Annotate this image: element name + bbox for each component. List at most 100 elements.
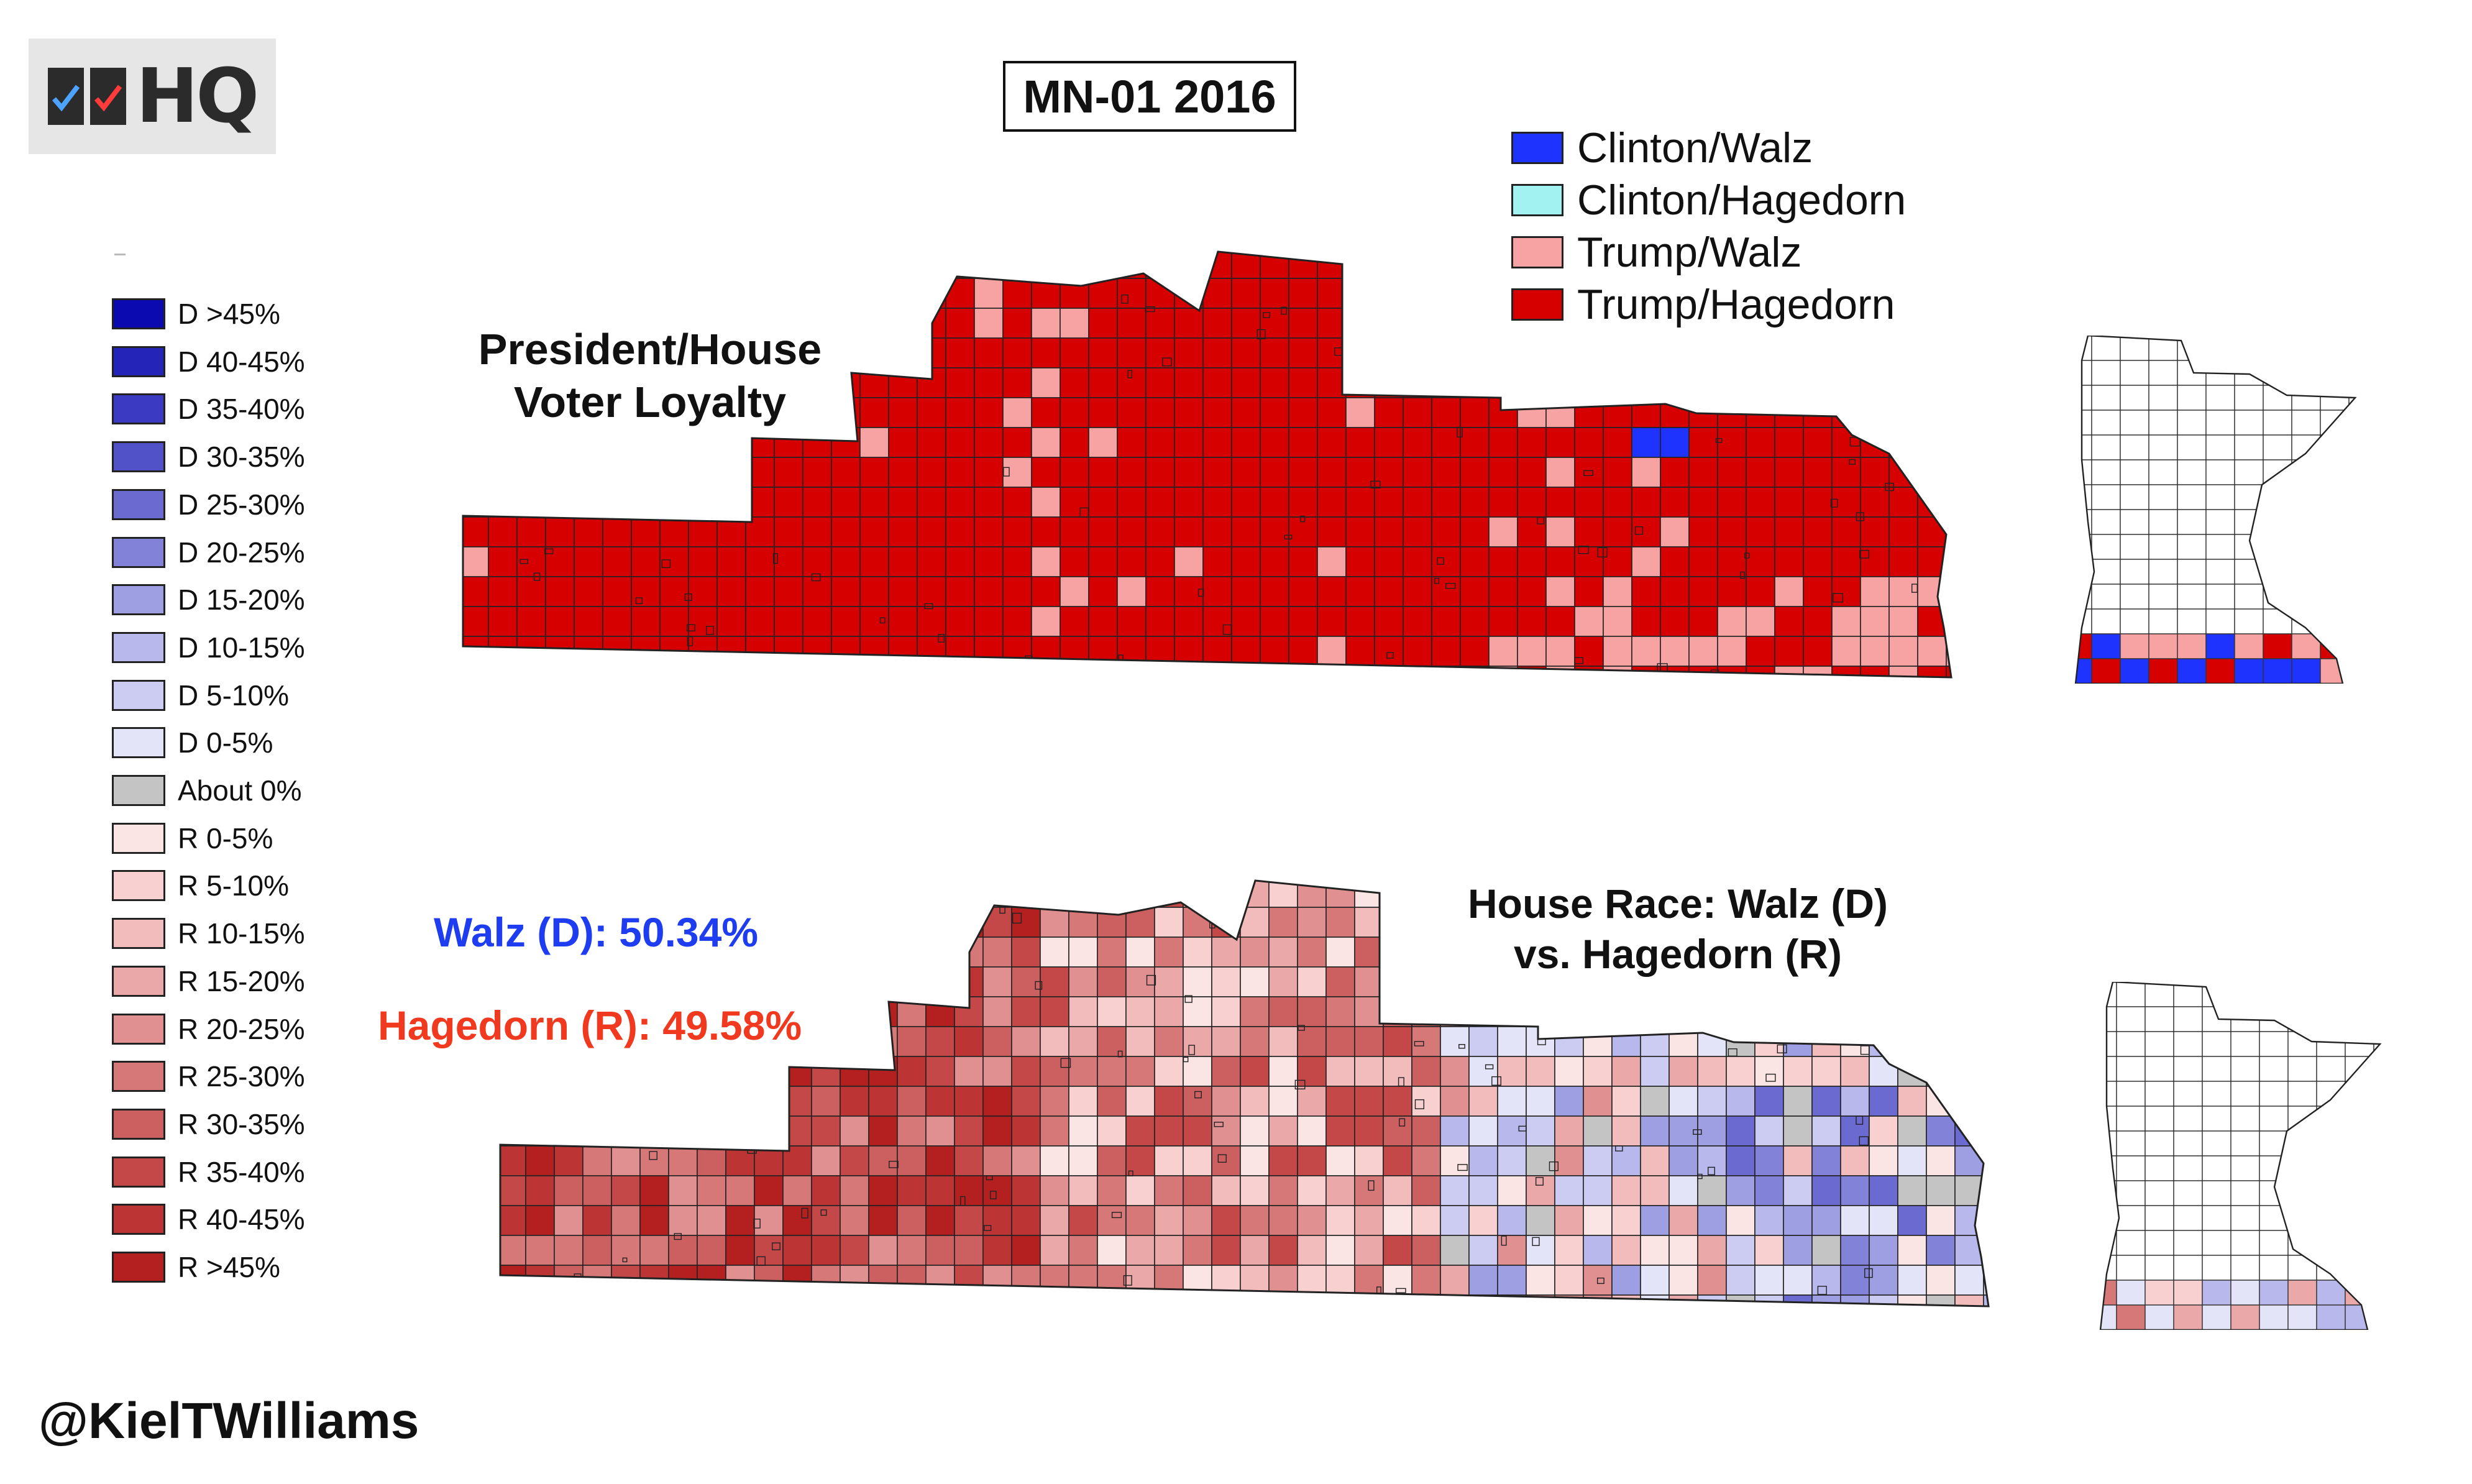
county: [2177, 534, 2207, 560]
precinct: [668, 1056, 698, 1087]
precinct: [1431, 337, 1461, 369]
precinct: [1897, 1265, 1927, 1296]
precinct: [525, 1026, 555, 1057]
precinct: [954, 881, 984, 908]
precinct: [2012, 1116, 2026, 1146]
town-boundary: [1012, 912, 1022, 924]
precinct: [745, 546, 775, 577]
margin-legend-item: D 0-5%: [112, 725, 273, 761]
precinct: [545, 666, 575, 677]
precinct: [1631, 606, 1661, 637]
precinct: [1345, 666, 1375, 677]
precinct: [974, 487, 1004, 518]
precinct: [1783, 966, 1813, 997]
precinct: [745, 606, 775, 637]
precinct: [917, 397, 946, 428]
precinct: [688, 457, 718, 488]
precinct: [859, 487, 889, 518]
precinct: [1211, 1086, 1241, 1117]
precinct: [982, 966, 1012, 997]
precinct: [1603, 278, 1632, 309]
precinct: [1603, 308, 1632, 339]
precinct: [1460, 487, 1490, 518]
county: [2177, 633, 2207, 659]
precinct: [1840, 937, 1870, 968]
precinct: [868, 1265, 898, 1296]
precinct: [1688, 457, 1718, 488]
legend-swatch: [112, 775, 165, 806]
precinct: [1117, 576, 1147, 607]
precinct: [1374, 308, 1404, 339]
precinct: [754, 1026, 784, 1057]
county: [2091, 459, 2121, 485]
town-boundary: [1502, 321, 1511, 332]
precinct: [1440, 1115, 1470, 1147]
county: [2259, 1304, 2289, 1330]
precinct: [1125, 1205, 1155, 1236]
precinct: [1631, 278, 1661, 309]
precinct: [982, 1026, 1012, 1057]
precinct: [1754, 1056, 1784, 1087]
county: [2373, 982, 2380, 1007]
precinct: [1268, 1115, 1298, 1147]
precinct: [745, 308, 775, 339]
county: [2173, 1280, 2203, 1306]
legend-label: D 0-5%: [178, 726, 273, 759]
precinct: [1611, 1056, 1641, 1087]
precinct: [1011, 1205, 1041, 1236]
precinct: [1688, 487, 1718, 518]
precinct: [1803, 308, 1833, 339]
precinct: [1268, 1175, 1298, 1206]
precinct: [1603, 606, 1632, 637]
county: [2291, 658, 2321, 684]
town-boundary: [1532, 1237, 1540, 1246]
precinct: [1717, 397, 1747, 428]
precinct: [1774, 457, 1804, 488]
precinct: [582, 1086, 612, 1117]
precinct: [1754, 1026, 1784, 1057]
precinct: [1040, 1086, 1069, 1117]
precinct: [1088, 337, 1118, 369]
precinct: [1669, 1265, 1698, 1296]
county: [2091, 559, 2121, 585]
county: [2230, 1106, 2260, 1132]
county: [2316, 1130, 2346, 1157]
precinct: [1431, 606, 1461, 637]
town-boundary: [1127, 370, 1133, 378]
margin-legend-item: R >45%: [112, 1249, 280, 1285]
precinct: [1611, 1026, 1641, 1057]
precinct: [1268, 996, 1298, 1027]
precinct: [697, 1145, 726, 1176]
town-boundary: [990, 1191, 997, 1199]
precinct: [1497, 1235, 1527, 1266]
precinct: [1403, 308, 1432, 339]
county: [2202, 1230, 2232, 1256]
precinct: [1183, 1294, 1212, 1306]
precinct: [802, 487, 832, 518]
precinct: [925, 1235, 955, 1266]
county: [2345, 1081, 2374, 1107]
precinct: [1545, 337, 1575, 369]
town-boundary: [792, 904, 800, 913]
precinct: [1545, 457, 1575, 488]
precinct: [716, 427, 746, 458]
precinct: [1268, 1086, 1298, 1117]
precinct: [1975, 428, 1989, 457]
precinct: [1497, 1175, 1527, 1206]
precinct: [1345, 397, 1375, 428]
precinct: [954, 1145, 984, 1176]
precinct: [631, 487, 661, 518]
precinct: [1803, 278, 1833, 309]
precinct: [659, 367, 689, 398]
precinct: [1002, 546, 1032, 577]
precinct: [982, 1205, 1012, 1236]
precinct: [782, 1086, 812, 1117]
precinct: [1946, 606, 1951, 637]
precinct: [1840, 1145, 1870, 1176]
county: [2259, 1006, 2289, 1032]
precinct: [697, 937, 726, 968]
precinct: [1554, 966, 1584, 997]
precinct: [1497, 966, 1527, 997]
precinct: [1946, 487, 1951, 518]
precinct: [1783, 1056, 1813, 1087]
